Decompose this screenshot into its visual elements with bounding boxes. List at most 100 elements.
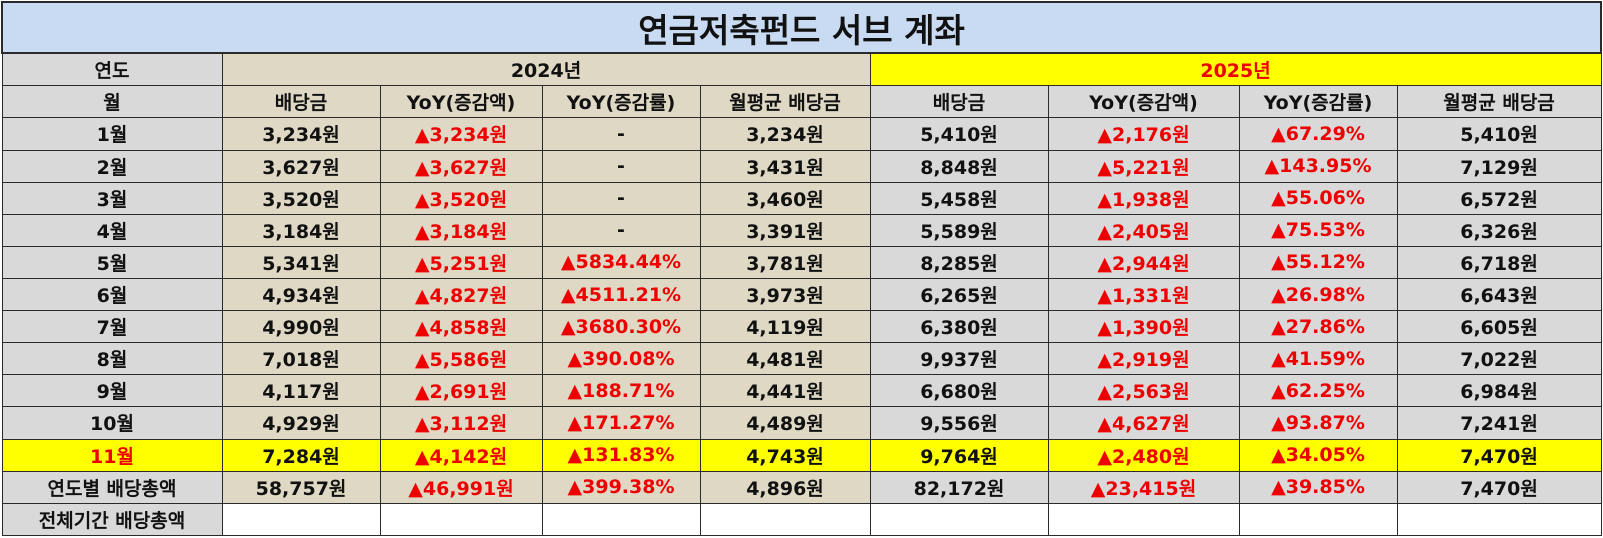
2024-yoy-amount-cell: ▲3,184원 [379,213,543,247]
2025-yoy-rate-cell: ▲27.86% [1238,310,1398,344]
col-header-monthly-avg-2025: 월평균 배당금 [1396,85,1602,119]
2025-yoy-amount-cell: ▲5,221원 [1047,149,1240,183]
2024-dividend-cell: 3,234원 [221,117,381,151]
2025-yoy-amount-cell: ▲1,390원 [1047,310,1240,344]
annual-2025-dividend: 82,172원 [869,470,1049,504]
2025-dividend-cell: 9,556원 [869,406,1049,440]
2025-yoy-amount-cell: ▲2,480원 [1047,438,1240,472]
2025-yoy-rate-cell: ▲93.87% [1238,406,1398,440]
all-period-cell [1047,502,1240,537]
annual-total-row: 연도별 배당총액 58,757원 ▲46,991원 ▲399.38% 4,896… [1,470,1602,504]
2024-yoy-amount-cell: ▲4,142원 [379,438,543,472]
table-row: 3월 3,520원 ▲3,520원 -3,460원 5,458원 ▲1,938원 ▲55.0… [1,181,1602,215]
all-period-cell [541,502,701,537]
2024-monthly-avg-cell: 3,234원 [699,117,871,151]
annual-total-label: 연도별 배당총액 [1,470,223,504]
2025-monthly-avg-cell: 6,643원 [1396,277,1602,312]
2024-monthly-avg-cell: 4,489원 [699,406,871,440]
2024-dividend-cell: 3,520원 [221,181,381,215]
2025-dividend-cell: 5,458원 [869,181,1049,215]
2025-dividend-cell: 8,848원 [869,149,1049,183]
month-cell: 11월 [1,438,223,472]
month-cell: 7월 [1,310,223,344]
2024-yoy-amount-cell: ▲3,627원 [379,149,543,183]
2024-dividend-cell: 5,341원 [221,245,381,279]
2025-yoy-rate-cell: ▲143.95% [1238,149,1398,183]
2025-yoy-rate-cell: ▲55.12% [1238,245,1398,279]
2024-monthly-avg-cell: 4,743원 [699,438,871,472]
2025-yoy-amount-cell: ▲2,176원 [1047,117,1240,151]
2025-monthly-avg-cell: 7,241원 [1396,406,1602,440]
2025-dividend-cell: 6,380원 [869,310,1049,344]
annual-2024-yoy-rate: ▲399.38% [541,470,701,504]
table-row: 1월 3,234원 ▲3,234원 -3,234원 5,410원 ▲2,176원 ▲67.2… [1,117,1602,151]
col-header-monthly-avg-2024: 월평균 배당금 [699,85,871,119]
2025-dividend-cell: 9,937원 [869,342,1049,376]
col-header-yoy-amount-2025: YoY(증감액) [1047,85,1240,119]
year-2024-header: 2024년 [221,52,871,87]
2025-monthly-avg-cell: 6,572원 [1396,181,1602,215]
annual-2024-monthly-avg: 4,896원 [699,470,871,504]
2025-yoy-amount-cell: ▲1,938원 [1047,181,1240,215]
month-label: 월 [1,85,223,119]
2024-monthly-avg-cell: 4,119원 [699,310,871,344]
annual-2024-dividend: 58,757원 [221,470,381,504]
2025-dividend-cell: 5,410원 [869,117,1049,151]
2024-dividend-cell: 4,990원 [221,310,381,344]
2024-dividend-cell: 4,934원 [221,277,381,312]
2025-yoy-amount-cell: ▲2,919원 [1047,342,1240,376]
2025-monthly-avg-cell: 7,022원 [1396,342,1602,376]
2025-dividend-cell: 8,285원 [869,245,1049,279]
2024-yoy-amount-cell: ▲5,251원 [379,245,543,279]
2024-dividend-cell: 7,284원 [221,438,381,472]
annual-2024-yoy-amount: ▲46,991원 [379,470,543,504]
2024-yoy-rate-cell: ▲5834.44% [541,245,701,279]
2024-monthly-avg-cell: 3,431원 [699,149,871,183]
2025-monthly-avg-cell: 5,410원 [1396,117,1602,151]
all-period-cell [379,502,543,537]
month-cell: 1월 [1,117,223,151]
2024-dividend-cell: 4,117원 [221,374,381,408]
month-cell: 4월 [1,213,223,247]
year-label: 연도 [1,52,223,87]
2024-monthly-avg-cell: 3,973원 [699,277,871,312]
2024-yoy-rate-cell: - [541,213,701,247]
2025-yoy-rate-cell: ▲62.25% [1238,374,1398,408]
2024-yoy-amount-cell: ▲3,112원 [379,406,543,440]
2025-yoy-rate-cell: ▲55.06% [1238,181,1398,215]
2024-monthly-avg-cell: 4,441원 [699,374,871,408]
2024-dividend-cell: 3,184원 [221,213,381,247]
2024-yoy-rate-cell: ▲4511.21% [541,277,701,312]
2024-yoy-amount-cell: ▲2,691원 [379,374,543,408]
2024-yoy-amount-cell: ▲4,858원 [379,310,543,344]
2025-monthly-avg-cell: 6,718원 [1396,245,1602,279]
2024-yoy-rate-cell: - [541,181,701,215]
month-cell: 6월 [1,277,223,312]
2024-yoy-rate-cell: ▲171.27% [541,406,701,440]
month-cell: 8월 [1,342,223,376]
2024-yoy-rate-cell: ▲390.08% [541,342,701,376]
2025-monthly-avg-cell: 7,129원 [1396,149,1602,183]
col-header-yoy-rate-2025: YoY(증감률) [1238,85,1398,119]
month-cell: 10월 [1,406,223,440]
2025-dividend-cell: 6,265원 [869,277,1049,312]
annual-2025-monthly-avg: 7,470원 [1396,470,1602,504]
table-row: 8월 7,018원 ▲5,586원 ▲390.08% 4,481원 9,937원 ▲2,91… [1,342,1602,376]
2024-yoy-rate-cell: - [541,117,701,151]
page-title: 연금저축펀드 서브 계좌 [0,0,1603,55]
2025-yoy-rate-cell: ▲34.05% [1238,438,1398,472]
2024-yoy-amount-cell: ▲4,827원 [379,277,543,312]
table-row: 11월 7,284원 ▲4,142원 ▲131.83% 4,743원 9,764원 ▲2,4… [1,438,1602,472]
annual-2025-yoy-amount: ▲23,415원 [1047,470,1240,504]
table-row: 10월 4,929원 ▲3,112원 ▲171.27% 4,489원 9,556원 ▲4,6… [1,406,1602,440]
col-header-yoy-amount-2024: YoY(증감액) [379,85,543,119]
2024-dividend-cell: 7,018원 [221,342,381,376]
2025-monthly-avg-cell: 7,470원 [1396,438,1602,472]
2024-monthly-avg-cell: 3,781원 [699,245,871,279]
2025-yoy-amount-cell: ▲1,331원 [1047,277,1240,312]
all-period-total-row: 전체기간 배당총액 [1,502,1602,537]
2025-yoy-rate-cell: ▲75.53% [1238,213,1398,247]
2025-yoy-rate-cell: ▲67.29% [1238,117,1398,151]
2025-monthly-avg-cell: 6,984원 [1396,374,1602,408]
2024-yoy-amount-cell: ▲5,586원 [379,342,543,376]
